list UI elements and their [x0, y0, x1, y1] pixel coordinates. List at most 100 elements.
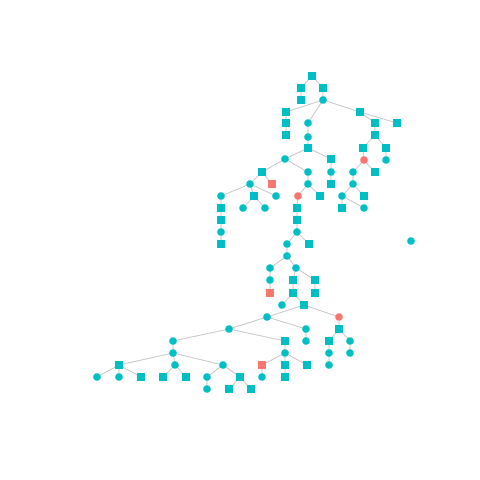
square-node	[319, 84, 327, 92]
circle-node	[382, 156, 390, 164]
square-node	[225, 385, 233, 393]
circle-node	[225, 325, 233, 333]
circle-node-highlighted	[335, 313, 343, 321]
square-node	[327, 155, 335, 163]
square-node	[115, 361, 123, 369]
square-node	[293, 204, 301, 212]
graph-edge	[228, 328, 286, 342]
circle-node	[283, 240, 291, 248]
node-layer	[93, 72, 415, 393]
graph-edge	[249, 183, 277, 197]
circle-node	[304, 133, 312, 141]
square-node	[137, 373, 145, 381]
graph-edge	[266, 304, 305, 318]
graph-edge	[172, 328, 230, 342]
graph-edge	[284, 158, 309, 173]
circle-node	[302, 337, 310, 345]
circle-node	[203, 373, 211, 381]
graph-edge	[322, 99, 361, 113]
square-node	[281, 337, 289, 345]
circle-node-highlighted	[294, 192, 302, 200]
circle-node	[261, 204, 269, 212]
square-node	[281, 373, 289, 381]
graph-edge	[285, 99, 324, 113]
square-node	[217, 204, 225, 212]
square-node	[316, 192, 324, 200]
circle-node	[302, 325, 310, 333]
circle-node	[169, 349, 177, 357]
square-node	[371, 119, 379, 127]
square-node	[159, 373, 167, 381]
square-node	[359, 144, 367, 152]
circle-node	[203, 385, 211, 393]
square-node	[335, 325, 343, 333]
circle-node	[278, 301, 286, 309]
circle-node	[169, 337, 177, 345]
circle-node	[266, 264, 274, 272]
square-node	[311, 276, 319, 284]
circle-node	[217, 228, 225, 236]
square-node	[338, 204, 346, 212]
circle-node	[407, 237, 415, 245]
square-node	[308, 72, 316, 80]
square-node	[327, 180, 335, 188]
square-node	[356, 108, 364, 116]
circle-node	[360, 204, 368, 212]
circle-node	[346, 349, 354, 357]
circle-node	[325, 361, 333, 369]
graph-edge	[118, 352, 174, 366]
square-node	[297, 96, 305, 104]
square-node-highlighted	[258, 361, 266, 369]
square-node	[297, 84, 305, 92]
circle-node	[292, 264, 300, 272]
graph-edge	[303, 304, 340, 318]
square-node	[382, 144, 390, 152]
square-node	[281, 361, 289, 369]
graph-edge	[172, 352, 224, 366]
circle-node	[304, 180, 312, 188]
circle-node	[293, 228, 301, 236]
circle-node	[93, 373, 101, 381]
circle-node	[281, 155, 289, 163]
square-node	[300, 301, 308, 309]
square-node	[293, 216, 301, 224]
circle-node	[327, 168, 335, 176]
square-node-highlighted	[268, 180, 276, 188]
circle-node	[246, 180, 254, 188]
circle-node	[272, 192, 280, 200]
circle-node	[266, 276, 274, 284]
circle-node	[349, 180, 357, 188]
square-node	[311, 289, 319, 297]
square-node	[282, 119, 290, 127]
graph-edge	[228, 316, 268, 330]
circle-node	[325, 349, 333, 357]
square-node	[393, 119, 401, 127]
graph-edge	[341, 195, 365, 209]
square-node	[371, 168, 379, 176]
square-node	[236, 373, 244, 381]
circle-node	[283, 252, 291, 260]
circle-node	[171, 361, 179, 369]
graph-edge	[307, 99, 324, 124]
square-node	[304, 144, 312, 152]
square-node	[217, 240, 225, 248]
square-node	[217, 216, 225, 224]
square-node	[282, 108, 290, 116]
graph-edge	[266, 316, 307, 330]
circle-node	[115, 373, 123, 381]
circle-node	[304, 119, 312, 127]
graph-edge	[359, 111, 398, 124]
square-node	[305, 240, 313, 248]
circle-node-highlighted	[360, 156, 368, 164]
circle-node	[346, 337, 354, 345]
circle-node	[219, 361, 227, 369]
square-node	[303, 361, 311, 369]
circle-node	[281, 349, 289, 357]
square-node	[250, 192, 258, 200]
square-node	[247, 385, 255, 393]
square-node	[371, 131, 379, 139]
circle-node	[239, 204, 247, 212]
square-node	[282, 131, 290, 139]
square-node	[289, 289, 297, 297]
